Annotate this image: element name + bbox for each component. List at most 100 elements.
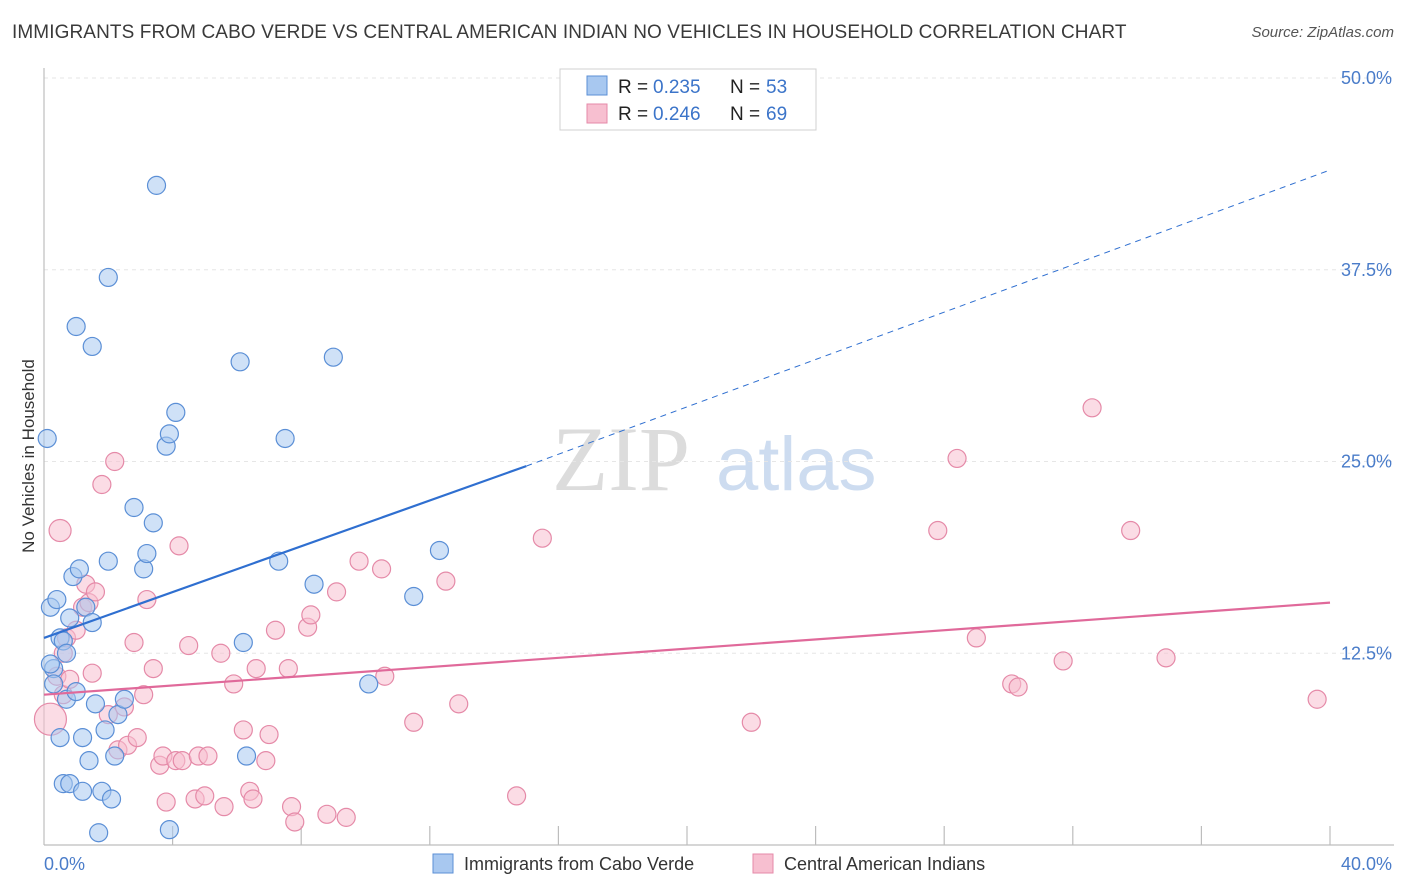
x-tick-label-max: 40.0% (1341, 854, 1392, 874)
point-cabo-verde (50, 728, 70, 748)
point-central-american-indians (156, 792, 176, 812)
x-tick-label-min: 0.0% (44, 854, 85, 874)
point-central-american-indians (741, 712, 761, 732)
point-central-american-indians (317, 804, 337, 824)
legend-swatch-blue (586, 75, 608, 96)
point-cabo-verde (166, 402, 186, 423)
bottom-legend-label-pink: Central American Indians (784, 854, 985, 874)
point-central-american-indians (143, 658, 163, 679)
watermark-atlas: atlas (716, 422, 877, 507)
point-cabo-verde (44, 674, 64, 694)
legend-n-label-1: N = (730, 77, 760, 98)
legend-r-label-2: R = (618, 104, 648, 125)
point-cabo-verde (69, 559, 89, 579)
series-cabo-verde-points (37, 175, 450, 843)
point-central-american-indians (285, 812, 305, 832)
chart-title: IMMIGRANTS FROM CABO VERDE VS CENTRAL AM… (12, 22, 1127, 43)
point-central-american-indians (404, 712, 424, 732)
point-central-american-indians (532, 528, 552, 548)
point-central-american-indians (966, 628, 986, 648)
point-cabo-verde (429, 540, 450, 561)
legend-r-label-1: R = (618, 77, 648, 98)
point-central-american-indians (1008, 677, 1028, 697)
point-central-american-indians (1053, 651, 1073, 671)
y-tick-labels: 12.5% 25.0% 37.5% 50.0% (1341, 68, 1392, 663)
trend-line-central-american-indians (43, 601, 1331, 696)
point-central-american-indians (1121, 520, 1141, 541)
point-central-american-indians (1156, 648, 1176, 668)
point-cabo-verde (47, 589, 67, 610)
y-tick-label: 50.0% (1341, 68, 1392, 88)
point-central-american-indians (449, 694, 469, 714)
point-cabo-verde (114, 689, 134, 709)
point-cabo-verde (82, 336, 102, 357)
point-central-american-indians (371, 559, 392, 579)
point-cabo-verde (66, 316, 86, 337)
legend-r-value-1: 0.235 (653, 77, 701, 98)
point-cabo-verde (359, 674, 379, 694)
point-cabo-verde (159, 820, 179, 840)
legend: R = 0.235 N = 53 R = 0.246 N = 69 (559, 68, 817, 131)
point-central-american-indians (195, 786, 215, 806)
point-cabo-verde (159, 424, 179, 444)
point-cabo-verde (137, 543, 157, 564)
point-cabo-verde (40, 654, 61, 674)
point-cabo-verde (98, 267, 118, 288)
legend-n-value-2: 69 (766, 104, 787, 125)
y-tick-label: 37.5% (1341, 260, 1392, 280)
bottom-legend-label-blue: Immigrants from Cabo Verde (464, 854, 694, 874)
point-cabo-verde (95, 720, 115, 740)
legend-r-value-2: 0.246 (653, 104, 701, 125)
point-cabo-verde (98, 551, 118, 571)
y-axis-label: No Vehicles in Household (19, 359, 38, 553)
point-central-american-indians (265, 620, 286, 640)
point-cabo-verde (143, 513, 163, 533)
point-cabo-verde (404, 586, 424, 607)
point-central-american-indians (169, 536, 189, 556)
point-central-american-indians (349, 551, 369, 571)
point-central-american-indians (375, 666, 395, 686)
point-cabo-verde (323, 347, 343, 367)
point-central-american-indians (214, 797, 234, 817)
point-central-american-indians (947, 448, 967, 469)
point-central-american-indians (127, 728, 147, 748)
y-tick-label: 25.0% (1341, 452, 1392, 472)
point-central-american-indians (301, 605, 321, 625)
watermark-zip: ZIP (552, 408, 690, 510)
point-cabo-verde (79, 751, 99, 771)
point-central-american-indians (105, 451, 125, 472)
point-cabo-verde (105, 746, 125, 766)
point-cabo-verde (233, 632, 253, 653)
point-central-american-indians (124, 632, 144, 653)
point-central-american-indians (507, 786, 527, 806)
point-central-american-indians (92, 474, 112, 495)
y-tick-label: 12.5% (1341, 643, 1392, 663)
bottom-legend: Immigrants from Cabo Verde Central Ameri… (432, 853, 985, 874)
point-cabo-verde (85, 694, 106, 714)
point-central-american-indians (256, 751, 276, 771)
point-cabo-verde (304, 574, 324, 594)
point-central-american-indians (198, 746, 218, 766)
point-cabo-verde (101, 789, 122, 809)
point-central-american-indians (224, 674, 244, 694)
bottom-legend-swatch-blue (432, 853, 454, 874)
point-cabo-verde (146, 175, 167, 195)
point-cabo-verde (275, 428, 295, 449)
point-central-american-indians (259, 724, 279, 745)
point-central-american-indians (48, 518, 72, 543)
point-central-american-indians (85, 582, 106, 602)
legend-n-value-1: 53 (766, 77, 787, 98)
trend-lines (43, 169, 1331, 696)
point-central-american-indians (243, 789, 263, 809)
bottom-legend-swatch-pink (752, 853, 774, 874)
point-central-american-indians (33, 702, 68, 736)
point-central-american-indians (326, 582, 347, 602)
point-central-american-indians (436, 571, 456, 591)
point-central-american-indians (137, 589, 157, 610)
point-cabo-verde (72, 728, 93, 748)
source-credit: Source: ZipAtlas.com (1251, 24, 1394, 41)
point-central-american-indians (246, 658, 266, 679)
point-cabo-verde (236, 746, 257, 766)
point-central-american-indians (211, 643, 231, 663)
trend-line-cabo-verde (43, 465, 527, 639)
